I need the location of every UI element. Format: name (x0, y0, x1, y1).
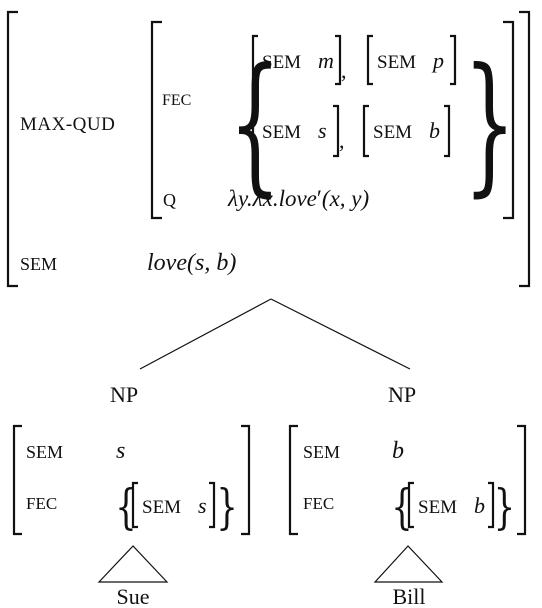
q-value: λy.λx.love′(x, y) (227, 186, 369, 211)
left-fec-set: { SEM s } (115, 479, 238, 535)
right-sem-value: b (392, 438, 404, 464)
left-word: Sue (117, 584, 150, 608)
root-right-bracket (519, 12, 529, 286)
left-np-label: NP (110, 382, 138, 407)
root-sem-label: SEM (20, 254, 57, 274)
svg-text:b: b (474, 493, 485, 518)
branch-left (140, 299, 271, 369)
right-np-label: NP (388, 382, 416, 407)
svg-text:,: , (341, 58, 347, 83)
right-word: Bill (392, 584, 425, 608)
q-label: Q (163, 190, 176, 210)
svg-text:b: b (429, 118, 440, 143)
right-fec-label: FEC (303, 494, 334, 513)
svg-text:SEM: SEM (377, 52, 416, 73)
left-leaf-triangle (99, 546, 167, 582)
svg-text:m: m (318, 48, 334, 73)
left-avm-right-bracket (241, 426, 249, 534)
fec-item: SEM p (368, 36, 455, 84)
right-fec-set: { SEM b } (391, 479, 515, 535)
right-avm-left-bracket (290, 426, 298, 534)
left-sem-label: SEM (26, 442, 63, 462)
fec-label: FEC (162, 92, 191, 109)
svg-text:SEM: SEM (142, 497, 181, 518)
right-sem-label: SEM (303, 442, 340, 462)
root-left-bracket (8, 12, 18, 286)
right-leaf-triangle (375, 546, 442, 582)
svg-text:SEM: SEM (262, 122, 301, 143)
maxqud-left-bracket (152, 22, 162, 218)
svg-text:p: p (431, 48, 444, 73)
root-sem-value: love(s, b) (147, 250, 236, 276)
svg-text:s: s (318, 118, 327, 143)
svg-text:SEM: SEM (262, 52, 301, 73)
right-avm-right-bracket (517, 426, 525, 534)
svg-text:s: s (198, 493, 207, 518)
svg-text:SEM: SEM (373, 122, 412, 143)
svg-text:}: } (216, 479, 237, 535)
fec-item: SEM b (364, 106, 449, 156)
branch-right (271, 299, 410, 369)
svg-text:}: } (494, 479, 515, 535)
left-sem-value: s (116, 438, 125, 464)
svg-text:SEM: SEM (418, 497, 457, 518)
svg-text:,: , (339, 128, 345, 153)
left-fec-label: FEC (26, 494, 57, 513)
max-qud-label: MAX-QUD (20, 114, 115, 135)
left-avm-left-bracket (14, 426, 22, 534)
fec-set-right-brace: } (463, 36, 515, 211)
